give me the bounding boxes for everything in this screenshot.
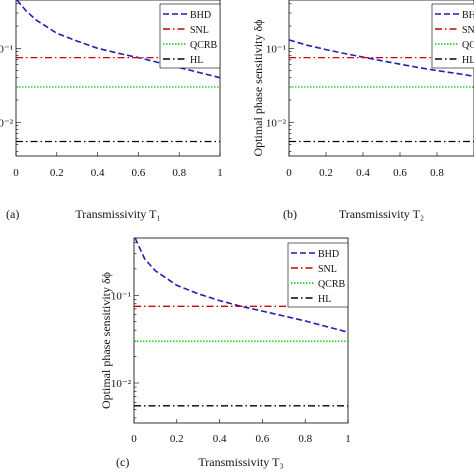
x-tick-label: 0.6 [256,433,270,445]
x-tick-label: 0.4 [213,433,227,445]
legend: BHD SNL QCRB HL [159,3,221,69]
panel-label: (c) [116,455,129,469]
x-tick-label: 0.4 [91,167,105,179]
series-line-bhd [134,238,348,333]
x-tick-label: 0.8 [298,433,312,445]
x-axis-label: Transmissivity T₁ [75,207,160,221]
series-line-bhd [16,0,220,79]
x-tick-label: 0.2 [170,433,184,445]
x-tick-label: 1 [345,433,351,445]
legend-label: QCRB [462,40,474,51]
legend: BHD SNL QCRB HL [287,242,349,308]
x-tick-label: 0.4 [356,167,370,179]
y-axis-label: Optimal phase sensitivity δϕ [99,272,113,409]
y-axis-label: Optimal phase sensitivity δϕ [251,20,265,157]
legend-label: BHD [190,10,211,21]
x-tick-label: 0 [13,167,19,179]
legend-label: BHD [462,10,474,21]
x-tick-label: 0.2 [319,167,333,179]
x-tick-label: 0.8 [430,167,444,179]
y-tick-label: 10⁻¹ [0,43,13,55]
legend-box [287,242,349,308]
panel-3: 10⁻² 10⁻¹ 0 0.2 0.4 0.6 0.8 1 BHD SNL QCRB HL Transm… [99,237,351,469]
legend-box [159,3,221,69]
y-tick-label: 10⁻² [266,117,287,129]
legend-label: QCRB [318,279,346,290]
series-line-bhd [289,39,474,77]
legend: BHD SNL QCRB HL [431,3,474,69]
x-tick-label: 0.2 [50,167,64,179]
legend-label: QCRB [190,40,218,51]
y-tick-label: 10⁻¹ [266,43,286,55]
panel-1: 10⁻² 10⁻¹ 0 0.2 0.4 0.6 0.8 1 BHD SNL QCRB HL Transm… [0,0,223,221]
x-axis-label: Transmissivity T₂ [339,207,424,221]
panel-label: (a) [6,207,19,221]
panel-label: (b) [283,207,297,221]
legend-label: HL [190,55,203,66]
x-tick-label: 0.6 [393,167,407,179]
x-tick-label: 0 [286,167,292,179]
x-tick-label: 0.6 [132,167,146,179]
y-tick-label: 10⁻² [0,117,14,129]
x-tick-label: 1 [217,167,223,179]
legend-label: HL [318,294,331,305]
legend-label: SNL [318,264,337,275]
x-tick-label: 0 [131,433,137,445]
x-tick-label: 0.8 [172,167,186,179]
legend-label: SNL [462,25,474,36]
x-axis-label: Transmissivity T₃ [198,455,283,469]
y-tick-label: 10⁻² [111,378,132,390]
panel-2: 10⁻² 10⁻¹ 0 0.2 0.4 0.6 0.8 BHD SNL QCRB HL Transmi… [251,0,474,221]
y-tick-label: 10⁻¹ [111,290,131,302]
legend-label: BHD [318,249,339,260]
series-group [289,39,474,143]
legend-label: SNL [190,25,209,36]
legend-label: HL [462,55,474,66]
